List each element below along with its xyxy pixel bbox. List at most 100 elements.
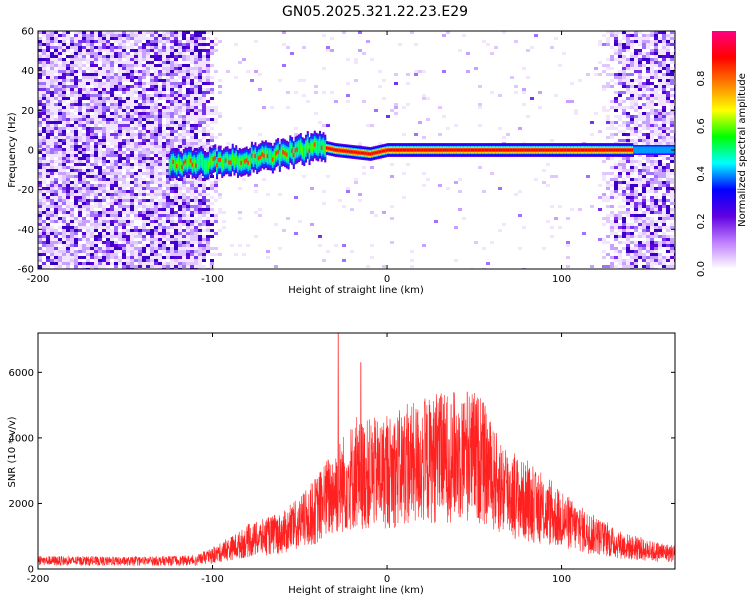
trace-cell <box>282 150 285 155</box>
heatmap-cell <box>94 139 98 142</box>
heatmap-cell <box>38 175 42 178</box>
heatmap-cell <box>638 82 642 85</box>
heatmap-cell <box>118 184 122 187</box>
trace-cell <box>184 159 187 164</box>
heatmap-cell <box>658 127 662 130</box>
heatmap-cell <box>38 265 42 268</box>
heatmap-cell <box>70 127 74 130</box>
heatmap-cell <box>346 187 350 190</box>
heatmap-cell <box>538 106 542 109</box>
heatmap-cell <box>170 40 174 43</box>
heatmap-cell <box>62 238 66 241</box>
heatmap-cell <box>630 223 634 226</box>
heatmap-cell <box>74 88 78 91</box>
heatmap-cell <box>150 133 154 136</box>
heatmap-cell <box>86 262 90 265</box>
heatmap-cell <box>618 175 622 178</box>
heatmap-cell <box>662 163 666 166</box>
heatmap-cell <box>666 136 670 139</box>
heatmap-cell <box>142 202 146 205</box>
heatmap-cell <box>594 112 598 115</box>
heatmap-cell <box>626 241 630 244</box>
heatmap-cell <box>94 64 98 67</box>
heatmap-cell <box>650 160 654 163</box>
heatmap-cell <box>182 94 186 97</box>
heatmap-cell <box>82 151 86 154</box>
heatmap-cell <box>146 142 150 145</box>
heatmap-cell <box>662 136 666 139</box>
heatmap-cell <box>538 91 542 94</box>
heatmap-cell <box>70 181 74 184</box>
heatmap-cell <box>54 70 58 73</box>
heatmap-cell <box>130 112 134 115</box>
heatmap-cell <box>102 208 106 211</box>
heatmap-cell <box>74 199 78 202</box>
heatmap-cell <box>614 109 618 112</box>
heatmap-cell <box>662 154 666 157</box>
heatmap-cell <box>406 163 410 166</box>
heatmap-cell <box>110 163 114 166</box>
heatmap-cell <box>194 118 198 121</box>
heatmap-cell <box>254 235 258 238</box>
heatmap-cell <box>666 85 670 88</box>
heatmap-cell <box>122 70 126 73</box>
heatmap-cell <box>94 214 98 217</box>
heatmap-cell <box>646 262 650 265</box>
heatmap-cell <box>138 61 142 64</box>
heatmap-cell <box>166 256 170 259</box>
heatmap-cell <box>118 250 122 253</box>
heatmap-cell <box>610 184 614 187</box>
heatmap-cell <box>114 169 118 172</box>
heatmap-cell <box>542 247 546 250</box>
heatmap-cell <box>474 241 478 244</box>
heatmap-cell <box>102 265 106 268</box>
heatmap-cell <box>166 226 170 229</box>
heatmap-cell <box>142 250 146 253</box>
heatmap-cell <box>610 220 614 223</box>
heatmap-cell <box>62 118 66 121</box>
heatmap-cell <box>558 64 562 67</box>
heatmap-cell <box>170 247 174 250</box>
heatmap-cell <box>206 178 210 181</box>
heatmap-cell <box>50 193 54 196</box>
heatmap-cell <box>38 211 42 214</box>
heatmap-cell <box>626 133 630 136</box>
heatmap-cell <box>122 130 126 133</box>
heatmap-cell <box>58 121 62 124</box>
heatmap-cell <box>110 58 114 61</box>
heatmap-cell <box>170 250 174 253</box>
heatmap-cell <box>70 91 74 94</box>
heatmap-cell <box>654 154 658 157</box>
heatmap-cell <box>134 163 138 166</box>
heatmap-cell <box>134 112 138 115</box>
heatmap-cell <box>150 208 154 211</box>
heatmap-cell <box>166 193 170 196</box>
heatmap-cell <box>38 58 42 61</box>
heatmap-cell <box>74 64 78 67</box>
heatmap-cell <box>650 163 654 166</box>
heatmap-cell <box>130 253 134 256</box>
heatmap-cell <box>626 58 630 61</box>
heatmap-cell <box>134 76 138 79</box>
heatmap-cell <box>98 211 102 214</box>
heatmap-cell <box>110 217 114 220</box>
heatmap-cell <box>90 67 94 70</box>
heatmap-cell <box>82 73 86 76</box>
heatmap-cell <box>414 133 418 136</box>
heatmap-cell <box>182 196 186 199</box>
heatmap-cell <box>166 145 170 148</box>
heatmap-cell <box>658 181 662 184</box>
heatmap-cell <box>50 220 54 223</box>
heatmap-cell <box>42 241 46 244</box>
heatmap-cell <box>130 97 134 100</box>
heatmap-cell <box>654 130 658 133</box>
heatmap-cell <box>74 118 78 121</box>
heatmap-cell <box>626 40 630 43</box>
heatmap-cell <box>198 130 202 133</box>
heatmap-cell <box>206 133 210 136</box>
heatmap-cell <box>94 133 98 136</box>
heatmap-cell <box>122 91 126 94</box>
heatmap-cell <box>138 253 142 256</box>
heatmap-cell <box>190 214 194 217</box>
heatmap-cell <box>174 118 178 121</box>
